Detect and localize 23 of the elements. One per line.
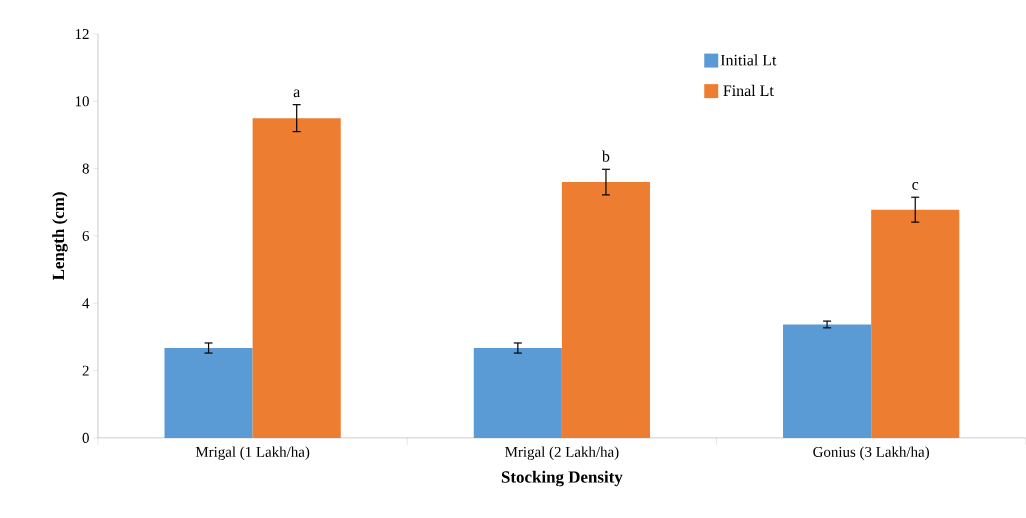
bar <box>783 324 872 438</box>
bar <box>871 209 960 438</box>
y-tick-label: 2 <box>82 365 89 376</box>
bar <box>473 348 562 438</box>
y-tick-label: 4 <box>82 298 90 309</box>
legend-label: Final Lt <box>723 84 774 97</box>
bar <box>164 348 253 438</box>
x-axis-title: Stocking Density <box>501 470 623 487</box>
bar <box>252 118 341 438</box>
y-tick-label: 12 <box>75 29 89 39</box>
x-tick-label: Mrigal (2 Lakh/ha) <box>505 446 619 461</box>
legend-label: Initial Lt <box>720 54 777 66</box>
y-tick-label: 0 <box>82 432 89 443</box>
annotation: a <box>293 89 301 98</box>
y-tick-label: 8 <box>82 163 89 174</box>
annotation: c <box>912 182 919 190</box>
y-tick-label: 6 <box>82 230 90 242</box>
x-tick-label: Gonius (3 Lakh/ha) <box>813 446 929 461</box>
y-tick-label: 10 <box>75 96 89 107</box>
y-axis-title: Length (cm) <box>52 192 68 281</box>
annotation: b <box>601 150 610 162</box>
bar <box>561 182 651 438</box>
x-tick-label: Mrigal (1 Lakh/ha) <box>195 446 310 461</box>
